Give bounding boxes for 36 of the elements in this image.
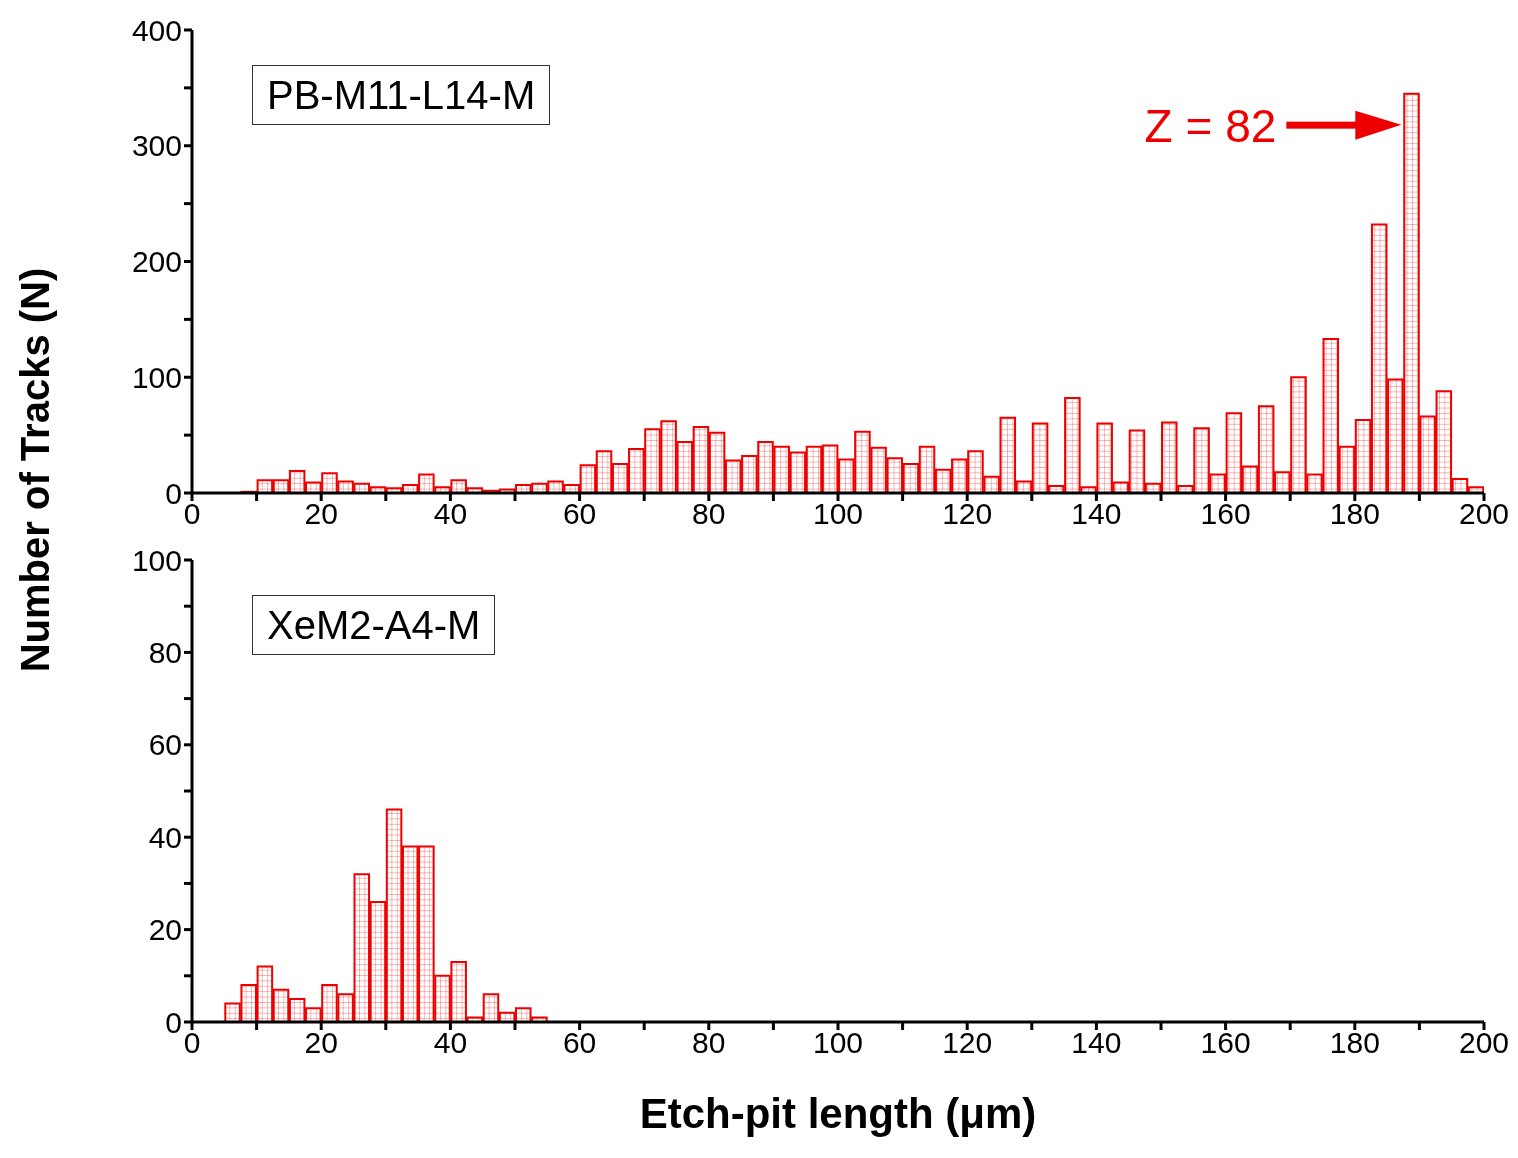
x-tick-label: 160	[1200, 497, 1251, 531]
x-tick-label: 120	[942, 1026, 993, 1060]
x-tick-label: 140	[1071, 1026, 1122, 1060]
x-tick-label: 160	[1200, 1026, 1251, 1060]
y-tick-label: 400	[131, 13, 182, 47]
y-tick-label: 100	[131, 360, 182, 394]
x-axis-title: Etch-pit length (μm)	[638, 1090, 1038, 1138]
x-tick-label: 20	[304, 1026, 338, 1060]
y-tick-label: 0	[165, 1005, 182, 1039]
y-tick-label: 200	[131, 245, 182, 279]
y-tick-label: 60	[148, 728, 182, 762]
y-tick-label: 40	[148, 820, 182, 854]
x-tick-label: 40	[433, 497, 468, 531]
annotation: XeM2-A4-M	[252, 595, 496, 655]
y-axis-title: Number of Tracks (N)	[12, 267, 58, 673]
y-tick-label: 20	[148, 913, 182, 947]
annotation: PB-M11-L14-M	[252, 65, 551, 125]
y-tick-label: 100	[131, 543, 182, 577]
x-tick-label: 180	[1329, 1026, 1380, 1060]
y-tick-label: 300	[131, 129, 182, 163]
x-tick-label: 140	[1071, 497, 1122, 531]
x-tick-label: 120	[942, 497, 993, 531]
x-tick-label: 60	[562, 497, 597, 531]
x-tick-label: 100	[812, 497, 864, 531]
x-tick-label: 40	[433, 1026, 468, 1060]
y-tick-label: 80	[148, 636, 182, 670]
x-tick-label: 80	[692, 1026, 726, 1060]
x-tick-label: 60	[562, 1026, 597, 1060]
x-tick-label: 20	[304, 497, 338, 531]
x-tick-label: 80	[692, 497, 726, 531]
x-tick-label: 100	[812, 1026, 864, 1060]
annotation: Z = 82	[1144, 99, 1277, 152]
x-tick-label: 180	[1329, 497, 1380, 531]
y-tick-label: 0	[165, 476, 182, 510]
x-tick-label: 200	[1458, 1026, 1510, 1060]
x-tick-label: 200	[1458, 497, 1510, 531]
